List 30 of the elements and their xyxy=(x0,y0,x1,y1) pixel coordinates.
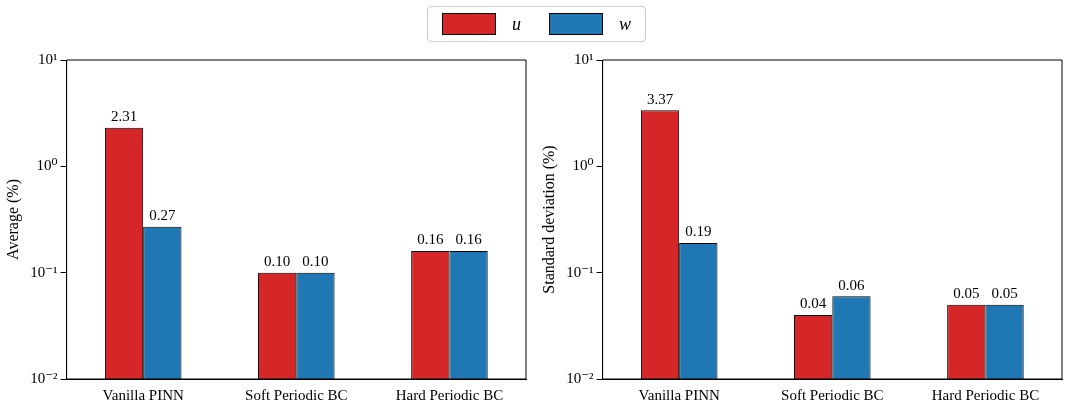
data-label: 0.10 xyxy=(302,253,329,270)
data-label: 0.16 xyxy=(417,231,444,248)
y-axis-title: Standard deviation (%) xyxy=(539,145,558,294)
data-label: 2.31 xyxy=(110,108,138,125)
x-tick-label: Hard Periodic BC xyxy=(395,386,504,403)
y-tick-label: 10⁻² xyxy=(566,369,595,386)
data-label: 0.19 xyxy=(685,223,712,240)
x-tick-label: Vanilla PINN xyxy=(638,386,720,403)
data-label: 3.37 xyxy=(646,90,674,107)
data-label: 0.16 xyxy=(455,231,483,248)
x-tick-label: Soft Periodic BC xyxy=(245,386,348,403)
y-tick-label: 10⁻¹ xyxy=(30,263,58,280)
data-label: 0.04 xyxy=(800,295,827,312)
y-axis-title: Average (%) xyxy=(3,179,22,260)
legend-label: w xyxy=(618,13,631,35)
data-label: 0.27 xyxy=(149,207,176,224)
y-tick-label: 10¹ xyxy=(574,50,594,67)
y-tick-label: 10⁰ xyxy=(572,157,594,174)
data-label: 0.05 xyxy=(953,285,980,302)
x-tick-label: Soft Periodic BC xyxy=(781,386,884,403)
x-tick-label: Hard Periodic BC xyxy=(931,386,1040,403)
y-tick-label: 10¹ xyxy=(38,50,58,67)
y-tick-label: 10⁰ xyxy=(36,157,58,174)
data-label: 0.10 xyxy=(264,253,291,270)
data-label: 0.06 xyxy=(838,276,866,293)
y-tick-label: 10⁻¹ xyxy=(566,263,594,280)
x-tick-label: Vanilla PINN xyxy=(102,386,184,403)
y-tick-label: 10⁻² xyxy=(30,369,59,386)
legend-label: u xyxy=(511,13,521,35)
data-label: 0.05 xyxy=(991,285,1018,302)
